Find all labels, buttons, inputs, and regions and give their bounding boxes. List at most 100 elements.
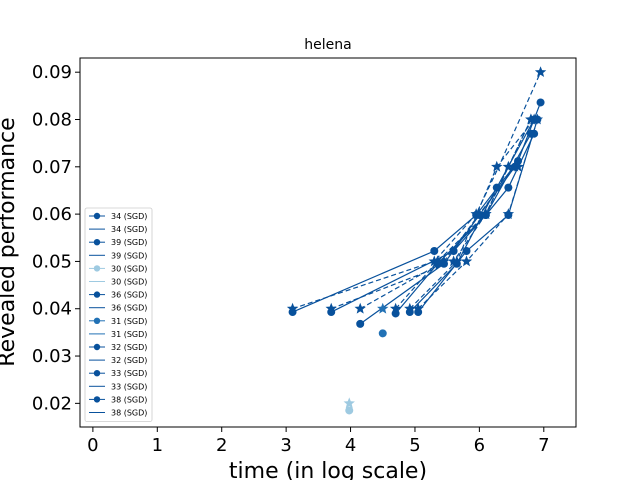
y-tick-label: 0.09 [32,62,72,83]
series-dashed-line [292,71,542,310]
x-tick-label: 3 [280,435,291,456]
series-dashed-line [417,119,538,310]
star-point [377,302,389,314]
legend-marker [93,291,101,298]
x-tick-label: 6 [474,435,485,456]
series-31 [377,302,389,338]
x-axis-label: time (in log scale) [229,459,427,480]
legend-marker [93,370,101,377]
legend-label: 39 (SGD) [111,251,147,260]
legend-marker [93,212,101,220]
x-tick-label: 4 [345,435,356,456]
series-38 [412,113,544,317]
star-point [354,302,366,314]
legend-entry: 33 (SGD) [89,369,147,378]
star-point [534,66,547,78]
star-point [389,302,402,314]
legend-label: 39 (SGD) [111,238,147,247]
y-tick-label: 0.08 [32,110,72,131]
legend-entry: 32 (SGD) [89,343,147,352]
legend-entry: 31 (SGD) [89,317,147,326]
x-tick-label: 7 [538,435,549,456]
legend-marker [93,265,101,272]
y-axis-label: Revealed performance [0,117,20,366]
series-layer [286,66,547,415]
star-point [473,208,486,219]
legend-label: 36 (SGD) [111,304,147,313]
series-line [359,166,516,325]
series-33 [404,113,540,317]
star-point [480,208,492,219]
data-point [345,406,354,415]
data-point [430,247,439,256]
y-tick-label: 0.03 [32,346,72,367]
legend-label: 38 (SGD) [111,395,147,404]
legend-marker [93,317,101,324]
star-point [412,302,424,314]
series-line [292,102,542,313]
star-point [491,160,503,172]
star-point [460,255,473,267]
x-tick-label: 0 [87,435,98,456]
legend-entry: 32 (SGD) [89,356,147,365]
legend-label: 33 (SGD) [111,382,147,391]
chart-title: helena [304,37,351,53]
data-point [536,98,545,107]
series-dashed-line [395,119,532,310]
legend-entry: 39 (SGD) [89,238,147,247]
data-point [462,247,471,256]
legend-box [84,207,153,423]
y-tick-label: 0.06 [32,204,72,225]
star-point [509,160,521,172]
legend-entry: 36 (SGD) [89,291,147,300]
plot-frame [79,57,577,428]
x-tick-label: 5 [409,435,420,456]
data-point [504,183,513,192]
legend-label: 36 (SGD) [111,291,147,300]
x-axis: 0 1 2 3 4 5 6 7 [87,427,550,456]
legend-label: 30 (SGD) [111,278,147,287]
star-point [531,113,544,125]
legend-entry: 30 (SGD) [89,264,147,273]
star-point [431,255,444,267]
legend: 34 (SGD) 34 (SGD) 39 (SGD) 39 (SGD) 30 (SGD)… [84,207,153,423]
legend-entry: 36 (SGD) [89,304,147,313]
legend-marker [93,396,101,403]
y-axis: 0.02 0.03 0.04 0.05 0.06 0.07 0.08 0.09 [32,62,80,414]
series-line [395,133,532,314]
legend-label: 34 (SGD) [111,212,147,221]
series-dashed-line [409,119,535,310]
legend-label: 30 (SGD) [111,264,147,273]
y-tick-label: 0.02 [32,393,72,414]
legend-entry: 30 (SGD) [89,278,147,287]
star-point [502,208,515,219]
legend-entry: 34 (SGD) [89,212,147,221]
legend-entry: 34 (SGD) [89,225,147,234]
legend-marker [93,239,101,246]
legend-entry: 33 (SGD) [89,382,147,391]
y-tick-label: 0.04 [32,299,72,320]
x-tick-label: 1 [152,435,163,456]
legend-entry: 38 (SGD) [89,395,147,404]
data-point [378,329,387,338]
star-point [404,302,416,314]
legend-label: 34 (SGD) [111,225,147,234]
legend-label: 31 (SGD) [111,317,147,326]
star-point [438,255,450,267]
series-line [409,119,535,313]
data-point [492,183,501,192]
x-tick-label: 2 [216,435,227,456]
star-point [343,397,355,409]
legend-entry: 38 (SGD) [89,409,147,418]
y-tick-label: 0.07 [32,157,72,178]
legend-label: 33 (SGD) [111,369,147,378]
legend-label: 38 (SGD) [111,409,147,418]
star-point [451,255,463,267]
series-30 [343,397,355,415]
legend-marker [93,343,101,351]
star-point [325,302,337,314]
data-point [356,319,365,328]
star-point [286,302,299,314]
legend-entry: 31 (SGD) [89,330,147,339]
